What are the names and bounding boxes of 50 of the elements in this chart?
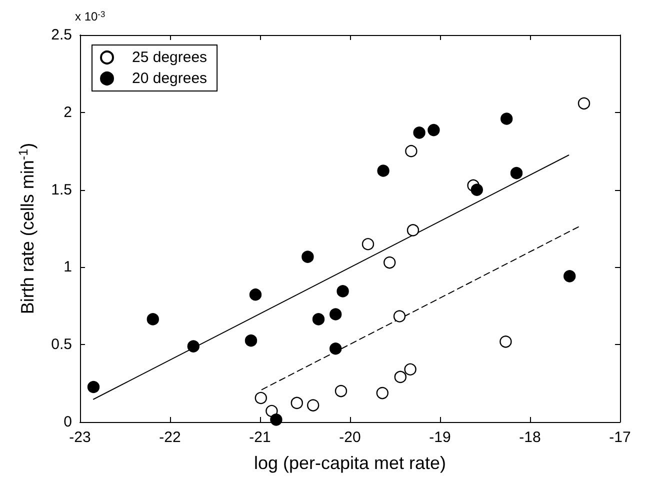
legend-label: 25 degrees xyxy=(132,49,208,66)
point xyxy=(307,399,320,412)
x-axis-title: log (per-capita met rate) xyxy=(254,453,446,473)
point xyxy=(376,386,388,400)
point xyxy=(500,336,512,348)
point xyxy=(500,112,513,125)
y-tick-label: 1.5 xyxy=(51,181,72,198)
point xyxy=(413,126,426,139)
x-tick-label: -17 xyxy=(609,429,631,446)
y-tick-label: 0.5 xyxy=(51,336,72,354)
point xyxy=(334,384,348,398)
point xyxy=(384,256,396,269)
y-axis-title: Birth rate (cells min-1) xyxy=(16,142,38,314)
x-tick-label: -22 xyxy=(159,429,181,446)
point xyxy=(510,166,523,180)
point xyxy=(249,288,262,301)
x-tick-label: -20 xyxy=(339,429,361,446)
point xyxy=(87,380,100,394)
x-tick-label: -23 xyxy=(69,429,91,446)
point xyxy=(302,250,314,263)
point xyxy=(404,363,416,376)
point xyxy=(377,164,390,177)
point xyxy=(470,184,483,196)
point xyxy=(187,340,200,352)
point xyxy=(405,145,418,158)
point xyxy=(393,310,406,322)
point xyxy=(254,392,267,404)
point xyxy=(330,342,342,355)
point xyxy=(362,238,374,250)
point xyxy=(428,124,440,136)
point xyxy=(564,270,576,282)
point xyxy=(244,334,258,347)
point xyxy=(336,285,349,298)
point xyxy=(406,224,420,236)
y-tick-label: 0 xyxy=(64,414,72,430)
point xyxy=(146,313,159,326)
y-tick-label: 2.5 xyxy=(51,26,72,44)
x-tick-label: -19 xyxy=(429,429,451,446)
legend-label: 20 degrees xyxy=(132,70,208,87)
y-tick-label: 1 xyxy=(64,258,72,276)
y-tick-label: 2 xyxy=(64,104,72,121)
point xyxy=(290,396,303,410)
point xyxy=(266,404,278,418)
point xyxy=(394,370,406,384)
point xyxy=(578,97,590,110)
x-tick-label: -18 xyxy=(519,429,541,446)
x-tick-label: -21 xyxy=(249,429,271,446)
point xyxy=(270,414,282,426)
point xyxy=(312,313,325,326)
point xyxy=(330,308,342,320)
